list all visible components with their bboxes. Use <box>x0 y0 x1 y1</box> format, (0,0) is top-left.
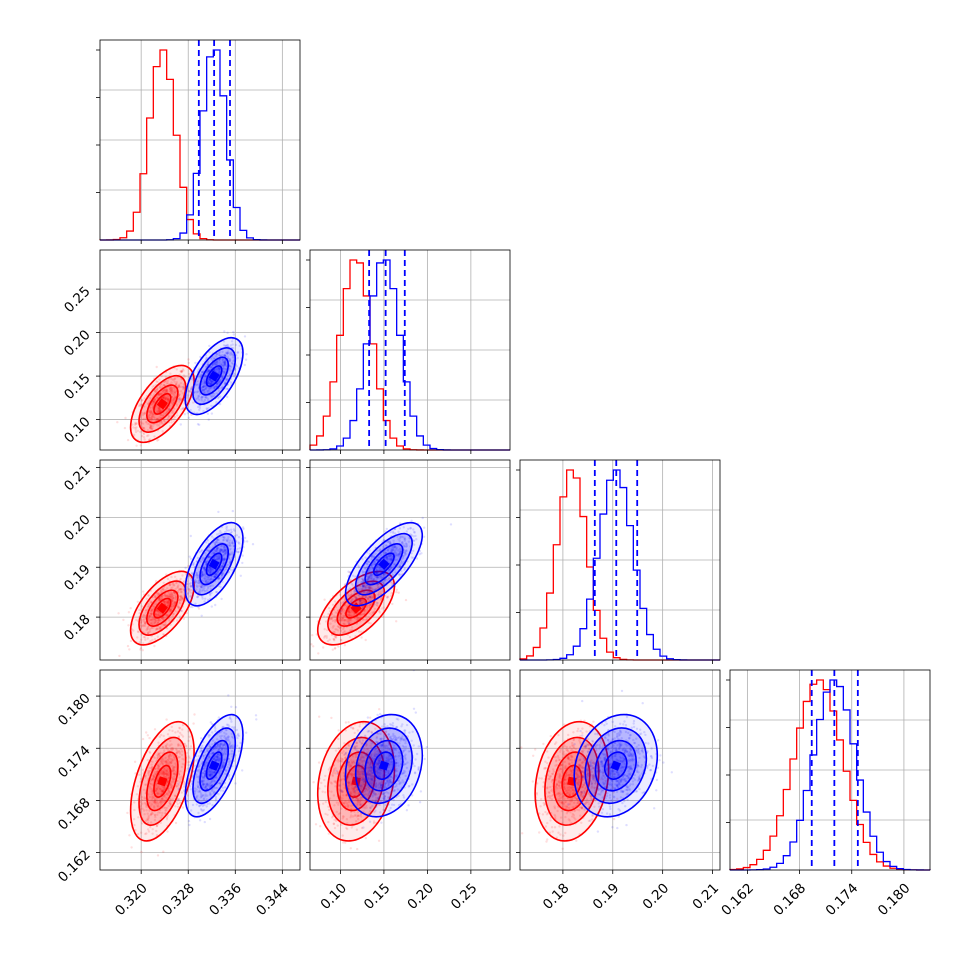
panel-grid <box>100 670 300 870</box>
x-tick-label: 0.18 <box>540 880 573 913</box>
panel-grid <box>730 670 930 870</box>
x-tick-label: 0.20 <box>640 880 673 913</box>
density-contours-blue <box>344 713 424 818</box>
x-tick-label: 0.15 <box>361 880 394 913</box>
x-tick-label: 0.180 <box>875 880 914 919</box>
panel-frame <box>309 249 511 451</box>
x-tick-label: 0.336 <box>206 880 245 919</box>
y-tick-label: 0.25 <box>61 283 94 316</box>
panel-frame <box>519 459 721 661</box>
y-tick-label: 0.18 <box>61 611 94 644</box>
scatter-panel <box>520 670 720 870</box>
panel-frame <box>99 249 301 451</box>
scatter-panel <box>100 460 300 660</box>
y-tick-label: 0.168 <box>55 795 94 834</box>
panel-frame <box>99 669 301 871</box>
panel-frame <box>99 459 301 661</box>
x-tick-label: 0.344 <box>253 880 292 919</box>
density-contours-red <box>129 720 195 842</box>
panel-frame <box>309 459 511 661</box>
density-contours-blue <box>184 336 244 416</box>
scatter-panel <box>100 670 300 870</box>
x-tick-label: 0.168 <box>771 880 810 919</box>
x-tick-label: 0.21 <box>690 880 723 913</box>
y-tick-label: 0.19 <box>61 562 94 595</box>
x-tick-label: 0.25 <box>448 880 481 913</box>
panel-grid <box>100 250 300 450</box>
panel-grid <box>310 460 510 660</box>
y-tick-label: 0.10 <box>61 414 94 447</box>
y-tick-label: 0.20 <box>61 327 94 360</box>
density-contours-red <box>129 570 195 646</box>
scatter-panel <box>100 250 300 450</box>
y-tick-label: 0.180 <box>55 690 94 729</box>
panel-grid <box>100 460 300 660</box>
panel-frame <box>729 669 931 871</box>
y-tick-label: 0.20 <box>61 512 94 545</box>
panel-grid <box>520 670 720 870</box>
panel-grid <box>520 460 720 660</box>
panel-frame <box>309 669 511 871</box>
x-tick-label: 0.328 <box>159 880 198 919</box>
x-tick-label: 0.20 <box>404 880 437 913</box>
x-tick-label: 0.162 <box>718 880 757 919</box>
x-tick-label: 0.320 <box>112 880 151 919</box>
density-contours-blue <box>344 521 424 607</box>
y-tick-label: 0.162 <box>55 847 94 886</box>
y-tick-label: 0.21 <box>61 462 94 495</box>
x-tick-label: 0.10 <box>317 880 350 913</box>
density-contours-red <box>129 364 195 444</box>
y-tick-label: 0.174 <box>55 743 94 782</box>
x-tick-label: 0.174 <box>823 880 862 919</box>
panel-frame <box>519 669 721 871</box>
panel-frame <box>99 39 301 241</box>
density-contours-blue <box>184 713 244 818</box>
x-tick-label: 0.19 <box>590 880 623 913</box>
density-contours-blue <box>184 521 244 607</box>
density-contours-blue <box>573 713 659 818</box>
y-tick-label: 0.15 <box>61 370 94 403</box>
histogram-blue <box>729 679 931 871</box>
